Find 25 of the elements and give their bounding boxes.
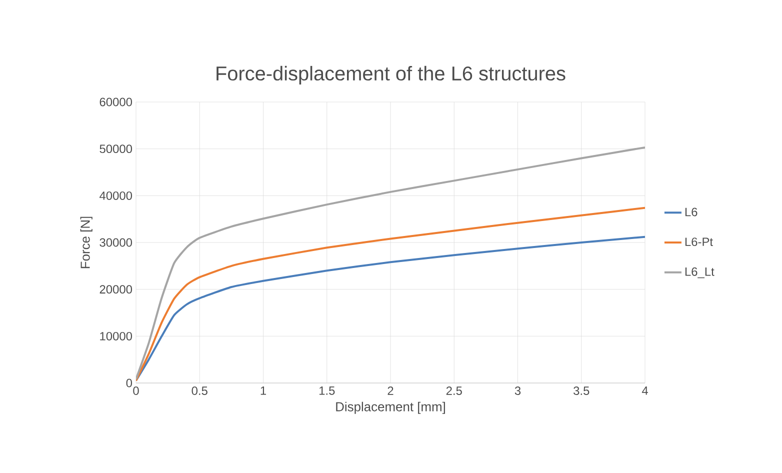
line-series bbox=[136, 206, 646, 382]
y-tick-label: 0 bbox=[126, 378, 132, 388]
y-tick-label: 10000 bbox=[100, 332, 132, 340]
legend-label: L6_Lt bbox=[685, 267, 714, 278]
y-tick-label: 50000 bbox=[100, 144, 132, 154]
x-tick-label: 1 bbox=[260, 386, 266, 395]
x-tick-label: 0 bbox=[133, 386, 139, 395]
y-axis-title: Force [N] bbox=[80, 216, 92, 268]
legend-label: L6 bbox=[685, 208, 698, 216]
x-axis-title: Displacement [mm] bbox=[336, 402, 445, 414]
x-tick-label: 2 bbox=[388, 386, 394, 395]
x-tick-label: 2.5 bbox=[446, 386, 462, 395]
y-tick-label: 30000 bbox=[100, 238, 132, 247]
x-tick-label: 1.5 bbox=[319, 386, 335, 395]
x-tick-label: 3 bbox=[514, 386, 521, 395]
x-tick-label: 0.5 bbox=[192, 386, 208, 395]
y-tick-label: 40000 bbox=[100, 191, 132, 200]
y-tick-label: 20000 bbox=[100, 285, 132, 294]
legend-label: L6-Pt bbox=[685, 238, 713, 246]
chart-title: Force-displacement of the L6 structures bbox=[216, 66, 566, 85]
x-tick-label: 3.5 bbox=[574, 386, 590, 395]
y-tick-label: 60000 bbox=[100, 98, 132, 106]
line-series bbox=[136, 146, 646, 380]
line-series bbox=[136, 236, 646, 382]
x-tick-label: 4 bbox=[642, 386, 648, 395]
